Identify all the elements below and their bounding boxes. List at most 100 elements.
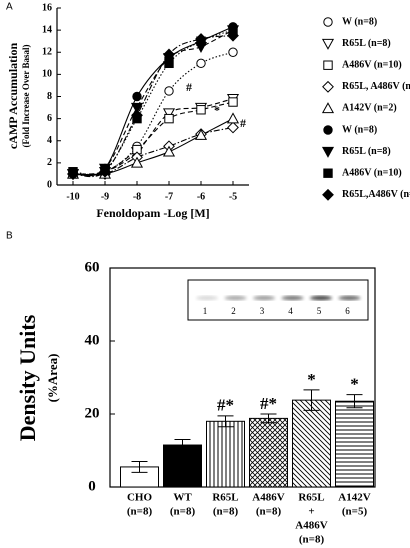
legend-symbol: [323, 125, 333, 135]
legend-symbol: [322, 188, 334, 201]
legend-label: W (n=8): [342, 124, 377, 135]
marker: [162, 108, 176, 120]
bar: [292, 399, 331, 488]
marker: [227, 29, 239, 42]
error-bar: [260, 413, 277, 424]
blot-band: [338, 295, 361, 301]
bar: [206, 420, 245, 488]
error-bar: [217, 415, 234, 428]
legend-symbol: [323, 168, 333, 178]
marker: [163, 48, 175, 61]
marker: [227, 121, 239, 134]
bar-annotation: *: [350, 375, 359, 394]
marker: [131, 109, 143, 122]
marker: [130, 102, 144, 114]
error-bar: [174, 439, 191, 451]
x-axis-title: Fenoldopam -Log [M]: [96, 206, 209, 220]
x-tick-label: +: [308, 506, 314, 518]
marker: [162, 145, 176, 157]
bar-annotation: #*: [260, 394, 277, 413]
legend-label: R65L, A486V (n=8): [342, 81, 410, 92]
y-tick-label: 10: [42, 69, 52, 80]
x-tick-label: CHO: [127, 492, 153, 504]
series-line: [72, 101, 234, 175]
x-tick-label: (n=8): [256, 506, 282, 518]
legend-symbol: [321, 146, 335, 158]
x-tick-label: -6: [197, 191, 205, 202]
y-tick-label: 40: [85, 332, 100, 348]
x-tick-label: (n=5): [342, 506, 368, 518]
blot-band: [196, 295, 218, 301]
bar-annotation: #*: [217, 396, 234, 415]
legend-label: R65L (n=8): [342, 146, 391, 157]
x-tick-label: R65L: [298, 492, 324, 504]
blot-band: [310, 295, 332, 301]
y-tick-label: 4: [47, 135, 52, 146]
annotation: *: [214, 103, 220, 117]
y-tick-label: 0: [88, 478, 96, 494]
legend-label: A486V (n=10): [342, 167, 402, 178]
lane-label: 1: [203, 306, 208, 316]
legend-label: A142V (n=2): [342, 103, 397, 114]
blot-band: [224, 295, 247, 301]
marker: [130, 156, 144, 168]
marker: [164, 58, 174, 69]
bar: [335, 400, 374, 488]
error-bar: [131, 460, 148, 473]
x-tick-label: -10: [66, 191, 79, 202]
legend-label: W (n=8): [342, 16, 377, 27]
y-tick-label: 0: [47, 179, 52, 190]
x-tick-label: A486V: [252, 492, 284, 504]
annotation: #: [186, 80, 192, 94]
x-tick-label: -5: [229, 191, 237, 202]
x-tick-label: -7: [165, 191, 173, 202]
error-bar: [303, 389, 320, 411]
blot-band: [281, 295, 304, 301]
x-tick-label: A486V: [295, 520, 327, 532]
marker: [99, 165, 111, 178]
marker: [67, 168, 79, 180]
panel-letter: A: [6, 2, 13, 13]
x-tick-label: -9: [101, 191, 109, 202]
x-tick-label: R65L: [212, 492, 238, 504]
y-axis-subtitle: (%Area): [45, 354, 60, 403]
y-axis-title: cAMP Accumulation: [6, 43, 20, 150]
x-tick-label: (n=8): [299, 534, 325, 546]
y-tick-label: 60: [85, 259, 100, 275]
series-line: [72, 26, 234, 177]
legend-symbol: [322, 80, 334, 93]
y-tick-label: 14: [42, 24, 52, 35]
marker: [132, 91, 142, 102]
y-tick-label: 16: [42, 2, 52, 13]
y-tick-label: 8: [47, 91, 52, 102]
y-tick-label: 2: [47, 157, 52, 168]
series-line: [72, 98, 234, 175]
bar: [163, 444, 202, 488]
y-axis-title: Density Units: [15, 314, 40, 441]
x-tick-label: (n=8): [170, 506, 196, 518]
series-line: [72, 118, 234, 176]
x-tick-label: (n=8): [127, 506, 153, 518]
marker: [164, 86, 174, 96]
legend-symbol: [321, 102, 335, 114]
bar-annotation: *: [307, 370, 316, 389]
legend-symbol: [321, 38, 335, 50]
legend-label: A486V (n=10): [342, 59, 402, 70]
series-line: [72, 29, 234, 176]
series-line: [72, 35, 234, 178]
y-tick-label: 6: [47, 113, 52, 124]
marker: [196, 58, 206, 69]
lane-label: 3: [260, 306, 265, 316]
lane-label: 4: [288, 306, 293, 316]
x-tick-label: A142V: [338, 492, 370, 504]
inset-blot: [187, 279, 369, 321]
y-tick-label: 12: [42, 47, 52, 58]
blot-band: [253, 295, 275, 301]
lane-label: 5: [317, 306, 322, 316]
bar: [249, 417, 288, 488]
lane-label: 2: [231, 306, 236, 316]
lane-label: 6: [345, 306, 350, 316]
x-tick-label: (n=8): [213, 506, 239, 518]
series-line: [72, 51, 234, 175]
series-line: [72, 126, 234, 176]
